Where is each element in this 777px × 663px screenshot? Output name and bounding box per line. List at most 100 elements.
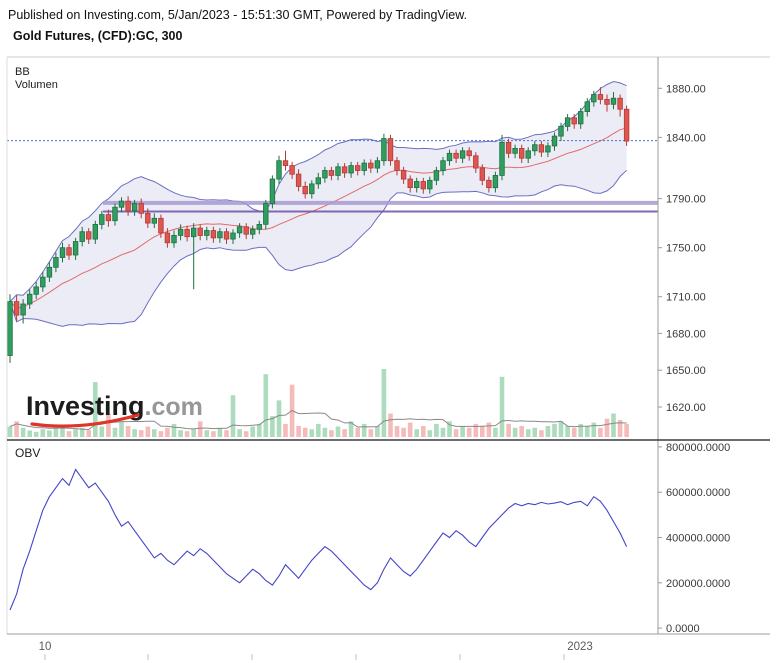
volume-bar xyxy=(578,423,583,437)
candle-body xyxy=(269,178,276,204)
volume-bar xyxy=(348,421,354,437)
volume-bar xyxy=(440,427,446,437)
volume-bar xyxy=(191,429,196,437)
candle-body xyxy=(446,152,453,162)
candle-body xyxy=(354,165,361,171)
candle-body xyxy=(309,183,315,195)
candle-body xyxy=(341,166,348,174)
candle-body xyxy=(118,200,125,208)
volume-bar xyxy=(276,400,282,437)
candle-body xyxy=(282,160,289,166)
obv-tick-label: 400000.0000 xyxy=(666,533,730,545)
candle-body xyxy=(276,160,282,180)
candle-body xyxy=(177,228,184,236)
candle-body xyxy=(597,94,604,100)
candle-body xyxy=(361,162,367,171)
volume-bar xyxy=(375,426,380,437)
candle-body xyxy=(459,150,466,159)
candle-body xyxy=(545,145,551,153)
volume-bar xyxy=(93,382,98,437)
candle-body xyxy=(420,181,426,190)
candle-body xyxy=(512,147,518,154)
volume-bar xyxy=(591,422,597,437)
candle-body xyxy=(210,230,217,239)
candle-body xyxy=(486,179,492,189)
volume-bar xyxy=(53,427,59,437)
volume-bar xyxy=(178,430,183,437)
price-tick-label: 1880.00 xyxy=(666,83,706,95)
candle-body xyxy=(92,223,98,240)
candle-body xyxy=(394,160,400,171)
price-tick-label: 1620.00 xyxy=(666,402,706,414)
volume-bar xyxy=(99,426,105,437)
candle-body xyxy=(249,228,256,235)
candle-body xyxy=(230,232,236,240)
indicator-label-volume: Volumen xyxy=(15,79,58,91)
price-tick-label: 1840.00 xyxy=(666,132,706,144)
volume-bar xyxy=(539,430,544,437)
volume-bar xyxy=(270,416,275,437)
candle-body xyxy=(479,167,485,181)
price-axis[interactable]: 1880.00 1840.00 1790.00 1750.00 1710.00 1680.… xyxy=(658,83,706,414)
volume-bar xyxy=(565,426,570,437)
candle-body xyxy=(453,152,459,159)
volume-bar xyxy=(316,423,321,437)
volume-bar xyxy=(27,430,32,437)
candle-body xyxy=(46,266,53,278)
candle-body xyxy=(26,293,33,305)
volume-bar xyxy=(283,423,288,437)
volume-bars xyxy=(7,369,629,437)
volume-bar xyxy=(460,426,465,437)
candle-body xyxy=(105,214,112,222)
candle-body xyxy=(617,97,623,110)
candle-body xyxy=(145,212,151,224)
candle-body xyxy=(564,117,571,127)
volume-bar xyxy=(263,374,269,437)
price-tick-label: 1650.00 xyxy=(666,365,706,377)
candle-body xyxy=(158,217,164,234)
candle-body xyxy=(558,125,564,137)
volume-bar xyxy=(519,426,524,437)
candle-body xyxy=(256,223,262,230)
candle-body xyxy=(368,162,374,169)
volume-bar xyxy=(617,420,623,437)
volume-bar xyxy=(302,427,308,437)
volume-bar xyxy=(165,427,170,437)
candle-body xyxy=(86,231,92,240)
volume-bar xyxy=(20,427,26,437)
volume-bar xyxy=(322,427,328,437)
volume-bar xyxy=(335,426,341,437)
volume-bar xyxy=(434,423,439,437)
candle-body xyxy=(40,276,46,288)
volume-bar xyxy=(152,429,157,437)
volume-bar xyxy=(421,426,426,437)
volume-bar xyxy=(427,430,433,437)
time-axis[interactable]: 10 2023 xyxy=(39,641,593,660)
time-label: 2023 xyxy=(567,641,593,653)
candle-body xyxy=(519,147,525,159)
candle-body xyxy=(315,177,321,185)
candle-body xyxy=(381,138,387,162)
indicator-label-bb: BB xyxy=(15,66,30,78)
obv-tick-label: 600000.0000 xyxy=(666,487,730,499)
volume-bar xyxy=(237,429,242,437)
volume-bar xyxy=(132,429,137,437)
candle-body xyxy=(223,231,230,240)
volume-bar xyxy=(79,427,85,437)
volume-bar xyxy=(7,426,13,437)
candle-body xyxy=(433,170,440,181)
volume-bar xyxy=(525,429,531,437)
volume-bar xyxy=(480,426,485,437)
volume-bar xyxy=(506,423,511,437)
volume-bar xyxy=(204,430,210,437)
price-tick-label: 1790.00 xyxy=(666,194,706,206)
volume-bar xyxy=(329,430,334,437)
candle-body xyxy=(243,226,249,235)
candle-body xyxy=(591,94,597,103)
obv-axis[interactable]: 800000.0000 600000.0000 400000.0000 200000.… xyxy=(658,442,730,635)
volume-bar xyxy=(381,369,387,437)
volume-bar xyxy=(47,430,52,437)
obv-tick-label: 800000.0000 xyxy=(666,442,730,454)
